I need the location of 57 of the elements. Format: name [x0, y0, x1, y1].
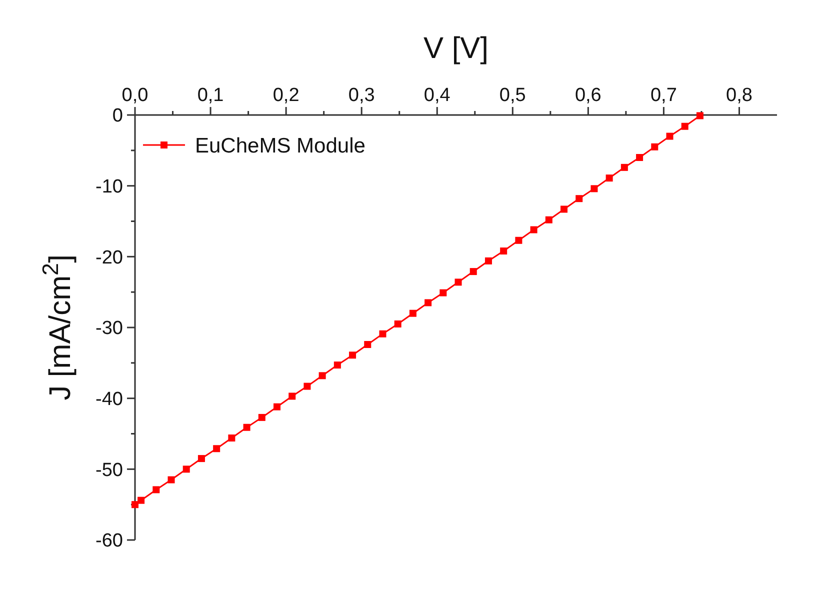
y-tick-label: -40 [96, 388, 123, 410]
point [424, 299, 432, 306]
point [379, 330, 386, 338]
point [696, 112, 704, 120]
point [258, 414, 266, 421]
y-tick-label: -50 [96, 460, 123, 481]
point [651, 143, 658, 150]
y-tick-label: -20 [96, 247, 123, 268]
point [152, 486, 160, 494]
point [470, 268, 477, 276]
y-tick-label: -30 [96, 318, 123, 340]
point [334, 362, 341, 369]
point [636, 154, 644, 161]
x-tick-label: 0,6 [574, 85, 602, 106]
point [273, 403, 280, 410]
point [454, 278, 462, 286]
point [620, 164, 628, 171]
x-axis-title: V [V] [423, 32, 489, 65]
point [440, 289, 447, 296]
legend-label: EuCheMS Module [195, 134, 366, 158]
point [545, 216, 552, 224]
y-tick-label: -10 [96, 176, 123, 198]
x-tick-label: 0,3 [348, 85, 375, 106]
point [394, 320, 402, 328]
point [228, 434, 236, 442]
point [349, 352, 356, 359]
x-tick-label: 0,4 [424, 85, 451, 106]
point [515, 236, 522, 244]
x-tick-label: 0,8 [726, 85, 752, 106]
point [500, 248, 508, 254]
point [213, 445, 220, 452]
point [666, 132, 674, 140]
point [168, 476, 175, 484]
point [182, 466, 190, 473]
point [560, 206, 568, 213]
point [576, 195, 583, 202]
x-tick-label: 0,1 [197, 85, 224, 106]
point [318, 372, 326, 380]
point [590, 185, 598, 192]
point [304, 382, 311, 390]
point [132, 501, 138, 508]
x-tick-label: 0,0 [122, 85, 148, 106]
point [364, 341, 372, 348]
point [484, 257, 492, 264]
y-tick-label: -60 [96, 530, 123, 552]
point [243, 424, 250, 431]
point [681, 122, 688, 130]
point [409, 310, 416, 317]
x-tick-label: 0,7 [650, 85, 677, 106]
point [198, 455, 205, 462]
point [530, 226, 538, 234]
point [288, 392, 296, 400]
point [138, 496, 145, 504]
y-tick-label: 0 [112, 106, 123, 127]
x-tick-label: 0,5 [499, 85, 526, 106]
point [606, 174, 613, 182]
x-tick-label: 0,2 [272, 85, 300, 106]
